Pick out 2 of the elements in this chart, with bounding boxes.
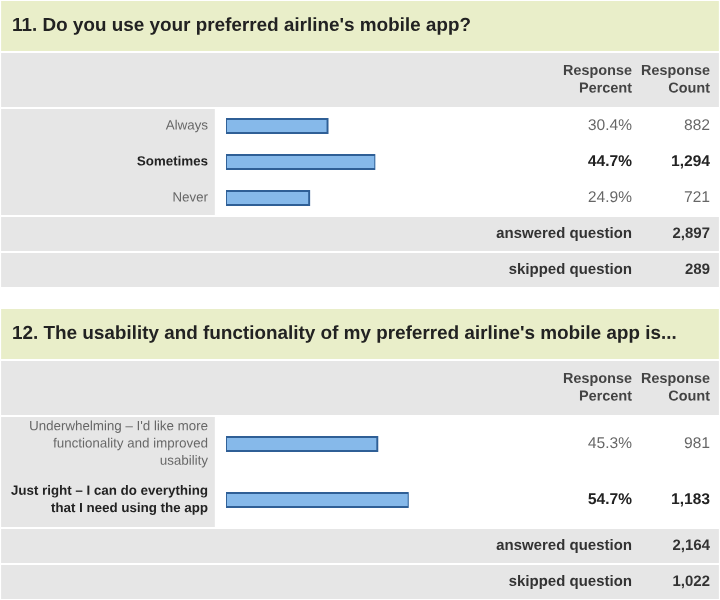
chart-title: 12. The usability and functionality of my preferred airline's mobile app is... (13, 325, 676, 343)
chart-title: 11. Do you use your preferred airline's mobile app? (13, 17, 470, 35)
